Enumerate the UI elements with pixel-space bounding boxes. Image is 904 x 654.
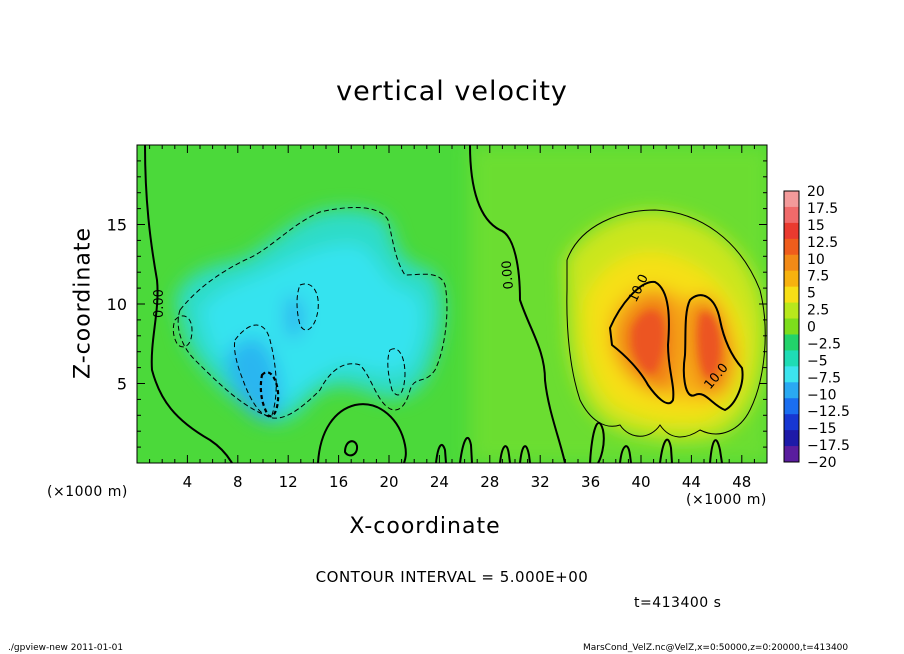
colorbar-swatch (784, 270, 799, 288)
colorbar-label: −15 (807, 421, 837, 437)
colorbar-swatch (784, 334, 799, 351)
colorbar-swatch (784, 430, 799, 447)
y-axis: 5 10 15 (107, 160, 767, 448)
x-tick-label: 12 (279, 473, 298, 491)
colorbar-label: −12.5 (807, 404, 850, 420)
colorbar-swatch (784, 318, 799, 335)
colorbar-swatch (784, 206, 799, 224)
colorbar-swatch (784, 302, 799, 320)
colorbar-swatch (784, 222, 799, 240)
x-tick-label: 32 (531, 473, 550, 491)
colorbar-label: −17.5 (807, 438, 850, 454)
colorbar-swatch (784, 254, 799, 272)
colorbar-label: −7.5 (807, 370, 841, 386)
colorbar-label: 20 (807, 184, 825, 200)
x-tick-label: 36 (581, 473, 600, 491)
y-tick-label: 15 (107, 216, 127, 235)
time-label: t=413400 s (634, 595, 722, 611)
velocity-field: 0.00 0.00 10.0 10.0 (137, 145, 767, 463)
x-tick-label: 44 (682, 473, 701, 491)
contour-label: 0.00 (500, 260, 517, 290)
colorbar-label: −2.5 (807, 336, 841, 352)
colorbar-swatch (784, 414, 799, 431)
footer-left: ./gpview-new 2011-01-01 (8, 643, 124, 653)
colorbar-swatch (784, 366, 799, 383)
footer-right: MarsCond_VelZ.nc@VelZ,x=0:50000,z=0:2000… (583, 643, 849, 653)
x-tick-label: 48 (732, 473, 751, 491)
colorbar-label: 5 (807, 286, 816, 302)
colorbar-label: −10 (807, 387, 837, 403)
colorbar-swatch (784, 238, 799, 256)
contour-interval: CONTOUR INTERVAL = 5.000E+00 (315, 568, 589, 586)
x-tick-label: 40 (631, 473, 650, 491)
x-tick-label: 20 (379, 473, 398, 491)
colorbar-swatch (784, 446, 799, 463)
colorbar-label: 15 (807, 218, 825, 234)
colorbar-swatch (784, 350, 799, 367)
colorbar-label: 17.5 (807, 201, 838, 217)
x-axis-unit-right: (×1000 m) (686, 492, 767, 508)
colorbar-frame (783, 190, 800, 463)
x-tick-label: 8 (233, 473, 243, 491)
y-axis-label: Z-coordinate (70, 227, 96, 379)
colorbar-label: 0 (807, 320, 816, 336)
colorbar-swatch (784, 398, 799, 415)
colorbar-label: 2.5 (807, 303, 829, 319)
x-tick-label: 24 (430, 473, 449, 491)
x-tick-label: 28 (480, 473, 499, 491)
colorbar-swatch (784, 191, 799, 208)
colorbar-label: 7.5 (807, 269, 829, 285)
y-tick-label: 10 (107, 295, 127, 314)
x-axis: 4 8 12 16 20 24 28 32 36 40 44 48 (149, 145, 755, 491)
chart-title: vertical velocity (336, 76, 568, 107)
colorbar-label: 10 (807, 252, 825, 268)
colorbar-label: −5 (807, 353, 828, 369)
colorbar-label: 12.5 (807, 235, 838, 251)
colorbar-swatch (784, 286, 799, 304)
contour-label: 0.00 (152, 289, 167, 318)
x-tick-label: 16 (329, 473, 348, 491)
colorbar-swatch (784, 382, 799, 399)
x-axis-label: X-coordinate (349, 514, 501, 539)
colorbar-label: −20 (807, 455, 837, 471)
colorbar: 2017.51512.5107.552.50−2.5−5−7.5−10−12.5… (783, 184, 850, 471)
y-tick-label: 5 (117, 375, 127, 394)
x-tick-label: 4 (183, 473, 193, 491)
x-axis-unit-left: (×1000 m) (47, 484, 128, 500)
